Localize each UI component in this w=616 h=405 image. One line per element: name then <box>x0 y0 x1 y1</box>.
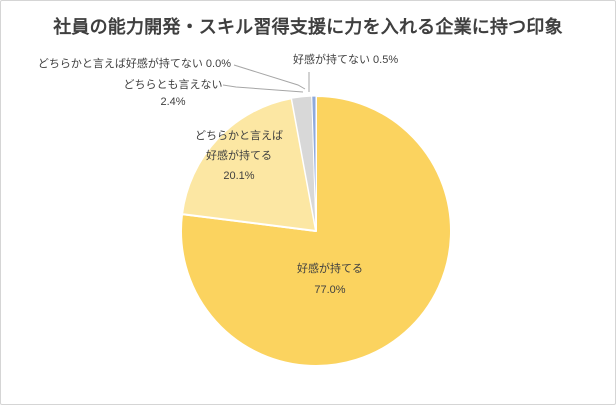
data-label-text: どちらかと言えば <box>195 130 283 142</box>
data-label-text: 好感が持てる <box>206 150 272 162</box>
leader-line-neither <box>222 84 304 93</box>
data-label-somewhat-favorable: どちらかと言えば 好感が持てる 20.1% <box>159 126 319 186</box>
data-label-neither: どちらとも言えない 2.4% <box>93 77 253 111</box>
data-label-rather-unfavorable: どちらかと言えば好感が持てない 0.0% <box>31 57 231 72</box>
data-label-text: 好感が持てる <box>297 263 363 275</box>
data-label-value: 2.4% <box>160 96 186 108</box>
chart-title: 社員の能力開発・スキル習得支援に力を入れる企業に持つ印象 <box>53 17 563 37</box>
pie-slice-1 <box>181 97 317 232</box>
data-label-value: 20.1% <box>223 170 255 182</box>
data-label-favorable: 好感が持てる 77.0% <box>250 259 410 301</box>
data-label-text: どちらとも言えない <box>123 79 223 91</box>
leader-line-rather-unfavorable <box>233 64 306 90</box>
data-label-text: どちらかと言えば好感が持てない 0.0% <box>37 58 231 70</box>
pie-slice-4 <box>311 95 317 232</box>
data-label-unfavorable: 好感が持てない 0.5% <box>293 53 493 68</box>
data-label-value: 77.0% <box>314 284 346 296</box>
data-label-text: 好感が持てない 0.5% <box>293 54 399 66</box>
